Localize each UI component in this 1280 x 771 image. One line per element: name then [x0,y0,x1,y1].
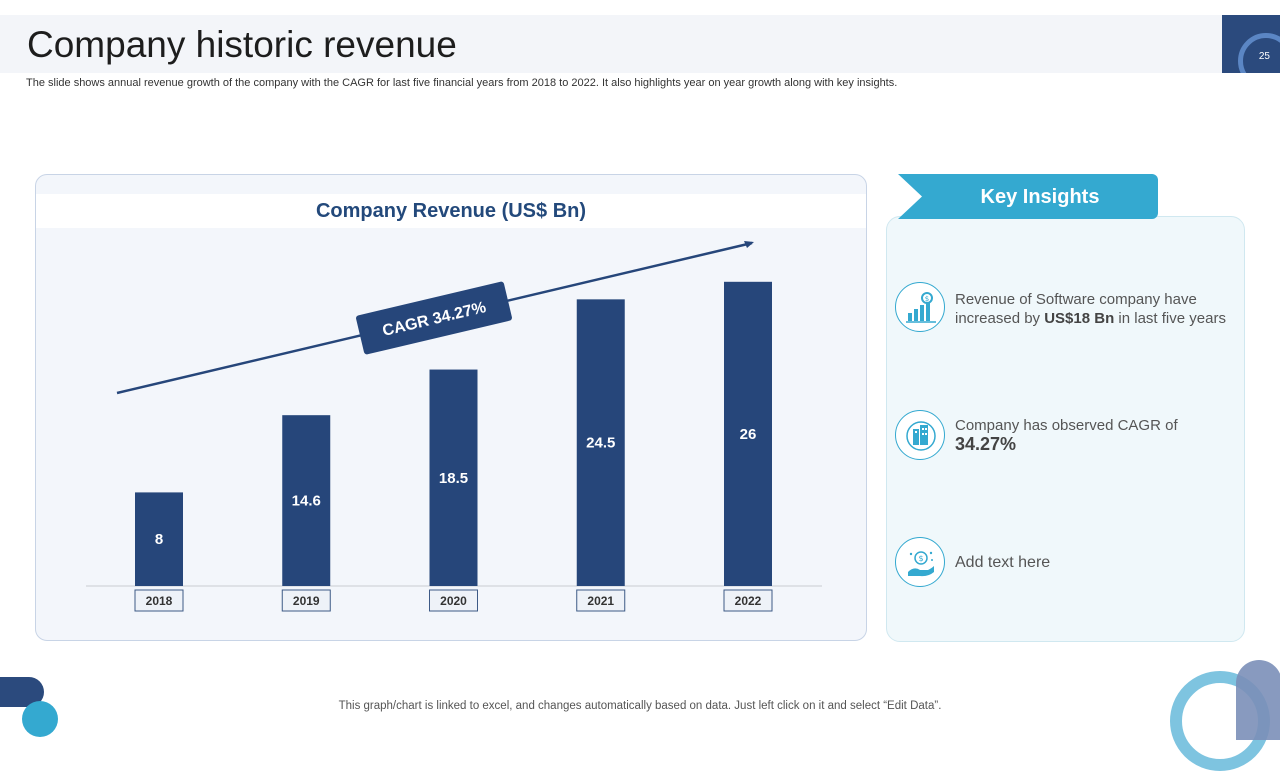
page-tab-ring [1238,33,1280,73]
footer-note: This graph/chart is linked to excel, and… [338,700,942,712]
global-company-icon [895,410,945,460]
cagr-arrowhead [744,241,754,248]
insights-panel [886,216,1245,642]
insight-3-text: Add text here [955,554,1051,571]
decor-pill [1236,660,1280,740]
page-title: Company historic revenue [27,24,457,65]
x-tick-label-2019: 2019 [293,594,320,608]
x-tick-box-2018 [134,589,184,612]
svg-text:$: $ [918,554,923,563]
page-number-tab: 25 [1222,15,1280,73]
data-label-2022: 26 [740,426,757,443]
svg-text:$: $ [925,295,929,303]
x-tick-label-2018: 2018 [146,594,173,608]
page-number: 25 [1258,51,1270,62]
insight-1-text-after: in last five years [1114,310,1226,327]
insight-1-text: Revenue of Software company have increas… [955,291,1197,327]
revenue-growth-icon: $ [895,282,945,332]
cagr-callout-box [356,281,512,355]
revenue-bar-chart: 8 2018 14.6 2019 18.5 2020 24.5 2021 26 2022 CAGR … [86,241,822,612]
insight-item-2: Company has observed CAGR of 34.27% [955,416,1240,455]
bar-2022 [724,281,772,586]
data-label-2021: 24.5 [586,435,615,452]
insights-header-shape [898,174,1158,219]
chart-title-band [36,194,866,228]
bar-2018 [135,492,183,586]
x-tick-label-2021: 2021 [587,594,614,608]
x-tick-box-2020 [429,589,478,612]
cagr-callout: CAGR 34.27% [356,281,512,355]
title-band [0,15,1222,73]
bar-2020 [429,369,478,586]
insight-2-text: Company has observed CAGR of [955,417,1178,434]
insights-header: Key Insights [898,174,1158,219]
insight-item-1: Revenue of Software company have increas… [955,290,1240,328]
money-hand-icon: $ [895,537,945,587]
bar-2021 [576,299,625,586]
x-tick-box-2022 [723,589,773,612]
x-tick-label-2020: 2020 [440,594,467,608]
insights-title: Key Insights [980,186,1100,208]
insight-2-highlight: 34.27% [955,434,1017,454]
insight-1-highlight: US$18 Bn [1044,310,1115,327]
page-subtitle: The slide shows annual revenue growth of… [26,77,898,89]
x-tick-label-2022: 2022 [735,594,762,608]
x-tick-box-2021 [576,589,626,612]
x-tick-box-2019 [281,589,331,612]
decor-dot [22,701,58,737]
bar-2019 [282,415,331,586]
insight-item-3: Add text here [955,553,1240,572]
chart-title: Company Revenue (US$ Bn) [315,200,587,222]
data-label-2020: 18.5 [439,470,468,487]
data-label-2019: 14.6 [292,493,321,510]
data-label-2018: 8 [155,531,163,548]
